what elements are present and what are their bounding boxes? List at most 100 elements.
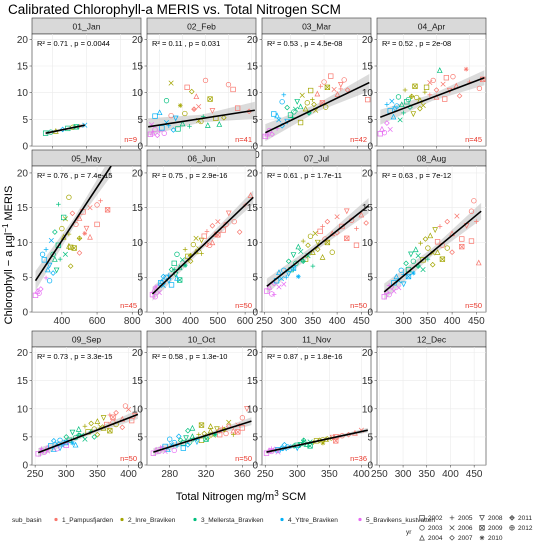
data-point bbox=[338, 86, 344, 92]
y-tick-label: 20 bbox=[362, 35, 374, 46]
legend-item-year: 2007 bbox=[449, 535, 473, 542]
data-point bbox=[203, 436, 209, 442]
y-tick-label: 10 bbox=[247, 88, 259, 99]
y-tick-label: 5 bbox=[22, 432, 28, 443]
legend-key-shape bbox=[419, 534, 425, 541]
data-point bbox=[263, 450, 270, 456]
x-tick-label: 400 bbox=[120, 469, 137, 480]
data-point bbox=[276, 117, 282, 123]
data-point bbox=[225, 210, 232, 217]
data-point bbox=[220, 227, 226, 233]
data-point bbox=[341, 77, 347, 83]
legend-item-label: 2002 bbox=[428, 515, 443, 522]
sample-size-label: n=50 bbox=[350, 301, 367, 310]
sample-size-label: n=42 bbox=[350, 135, 367, 144]
sample-size-label: n=50 bbox=[235, 301, 252, 310]
data-point bbox=[449, 249, 455, 256]
data-point bbox=[185, 427, 191, 434]
gridlines bbox=[32, 347, 141, 465]
y-tick-label: 5 bbox=[137, 432, 143, 443]
panel-content bbox=[147, 77, 255, 139]
data-point bbox=[236, 229, 243, 235]
facet-strip-label: 01_Jan bbox=[73, 22, 101, 32]
data-point bbox=[331, 86, 337, 93]
x-tick-label: 250 bbox=[257, 469, 274, 480]
legend-key-point bbox=[280, 517, 284, 522]
y-tick-label: 10 bbox=[132, 88, 144, 99]
data-point bbox=[420, 102, 426, 109]
legend-key-shape bbox=[449, 535, 455, 541]
data-point bbox=[276, 284, 282, 290]
data-point bbox=[168, 112, 174, 119]
data-point bbox=[312, 230, 318, 236]
data-point bbox=[43, 247, 49, 252]
x-tick-label: 400 bbox=[182, 316, 199, 327]
data-point bbox=[297, 119, 304, 126]
panel-03-mar: 03_Mar05101520400600800R² = 0.53 , p = 4… bbox=[247, 17, 372, 161]
legend-title-sub-basin: sub_basin bbox=[12, 517, 42, 524]
data-point bbox=[436, 67, 443, 73]
data-point bbox=[278, 276, 284, 282]
data-point bbox=[52, 229, 58, 235]
legend-item-sub-basin: 2_Inre_Braviken bbox=[120, 517, 176, 524]
panel-content bbox=[377, 66, 486, 137]
data-point bbox=[119, 424, 126, 431]
data-point bbox=[317, 228, 323, 235]
panel-04-apr: 04_Apr05101520400600800R² = 0.52 , p = 2… bbox=[362, 17, 487, 161]
legend-item-label: 2011 bbox=[518, 515, 532, 522]
data-point bbox=[439, 256, 446, 262]
data-point bbox=[430, 250, 436, 256]
y-tick-label: 15 bbox=[362, 62, 374, 73]
data-point bbox=[175, 126, 181, 132]
x-tick-label: 300 bbox=[280, 316, 297, 327]
legend-item-label: 2_Inre_Braviken bbox=[128, 517, 176, 524]
data-point bbox=[291, 109, 297, 115]
data-point bbox=[199, 251, 204, 256]
data-point bbox=[429, 261, 436, 268]
data-point bbox=[198, 422, 205, 428]
data-point bbox=[234, 105, 241, 111]
data-point bbox=[456, 93, 463, 99]
x-tick-label: 350 bbox=[420, 316, 437, 327]
data-point bbox=[201, 233, 207, 239]
data-point bbox=[454, 213, 460, 219]
data-point bbox=[202, 77, 209, 84]
y-tick-label: 20 bbox=[17, 35, 29, 46]
sample-size-label: n=45 bbox=[465, 135, 482, 144]
data-point bbox=[36, 290, 42, 296]
data-point bbox=[468, 238, 475, 244]
y-tick-label: 5 bbox=[252, 432, 258, 443]
data-point bbox=[37, 286, 44, 292]
legend-item-label: 2005 bbox=[458, 515, 473, 522]
data-point bbox=[165, 446, 171, 452]
y-tick-label: 0 bbox=[22, 142, 28, 153]
data-point bbox=[314, 239, 321, 246]
panel-content bbox=[42, 122, 88, 136]
x-tick-label: 300 bbox=[395, 469, 412, 480]
data-point bbox=[318, 83, 323, 89]
data-point bbox=[305, 242, 311, 249]
data-point bbox=[75, 425, 82, 432]
data-point bbox=[156, 289, 162, 296]
data-point bbox=[156, 109, 163, 116]
data-point bbox=[307, 233, 314, 239]
facet-strip-label: 07_Jul bbox=[304, 154, 329, 164]
legend-item-sub-basin: 4_Yttre_Braviken bbox=[280, 517, 338, 524]
data-point bbox=[408, 251, 414, 258]
data-point bbox=[420, 267, 426, 273]
data-point bbox=[230, 432, 236, 437]
data-point bbox=[160, 273, 167, 280]
data-point bbox=[207, 427, 214, 434]
data-point bbox=[168, 266, 175, 273]
data-point bbox=[209, 222, 216, 229]
y-tick-label: 15 bbox=[362, 203, 374, 214]
data-point bbox=[442, 96, 448, 102]
data-point bbox=[163, 274, 169, 280]
regression-stat-label: R² = 0.76 , p = 7.4e-15 bbox=[37, 171, 112, 180]
data-point bbox=[311, 101, 317, 108]
data-point bbox=[384, 102, 390, 107]
data-point bbox=[415, 253, 421, 259]
data-point bbox=[209, 108, 216, 114]
y-tick-label: 10 bbox=[17, 88, 29, 99]
data-point bbox=[62, 251, 68, 257]
